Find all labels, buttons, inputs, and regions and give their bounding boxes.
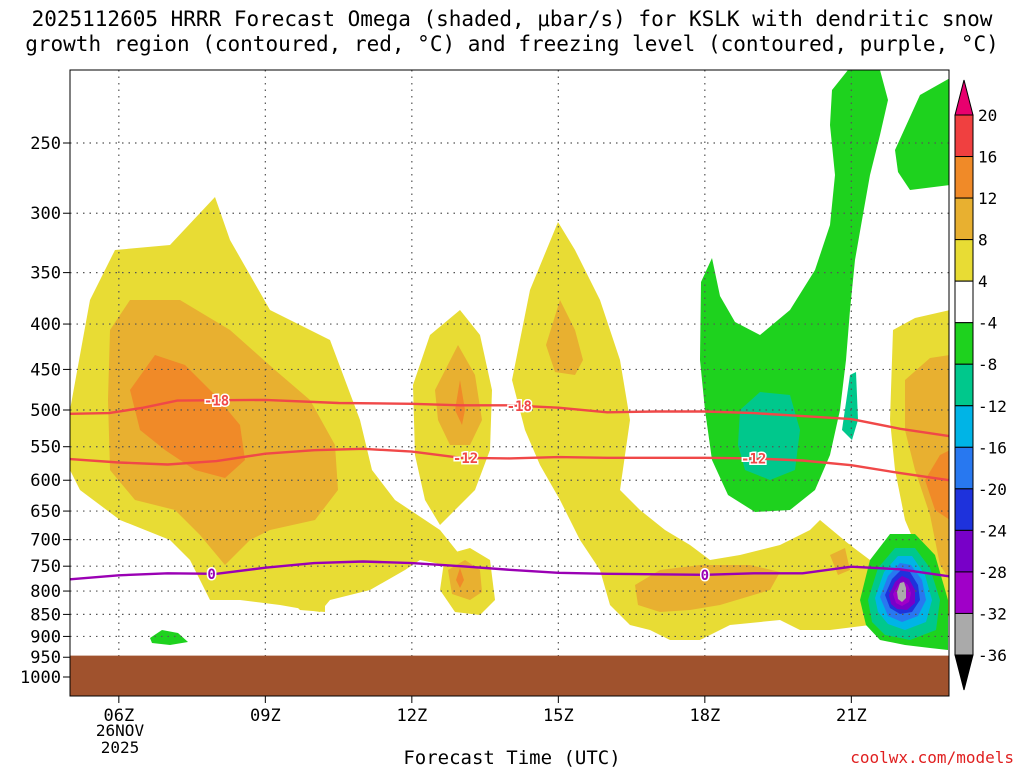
- colorbar-label-9: -20: [978, 480, 1007, 499]
- colorbar-box-9: [954, 488, 974, 531]
- dgz-minus-12-label-1: -12: [741, 451, 766, 467]
- omega-region-orange-low-2-core: [456, 568, 464, 588]
- colorbar-box-1: [954, 156, 974, 199]
- colorbar-box-5: [954, 322, 974, 365]
- y-tick-label-950: 950: [30, 648, 61, 668]
- colorbar-box-3: [954, 239, 974, 282]
- y-tick-label-750: 750: [30, 557, 61, 577]
- x-tick-label-18Z: 18Z: [689, 706, 720, 726]
- colorbar-label-0: 20: [978, 106, 997, 125]
- y-tick-label-550: 550: [30, 438, 61, 458]
- colorbar-label-2: 12: [978, 189, 997, 208]
- colorbar-box-10: [954, 529, 974, 573]
- y-tick-label-900: 900: [30, 627, 61, 647]
- omega-region-green-topright: [895, 78, 949, 190]
- colorbar-box-11: [954, 571, 974, 614]
- y-tick-label-450: 450: [30, 360, 61, 380]
- freezing-level-0-label-0: 0: [207, 567, 215, 583]
- dgz-minus-12-label-0: -12: [453, 451, 478, 467]
- colorbar-label-5: -4: [978, 314, 997, 333]
- omega-region-orange-low: [635, 565, 780, 612]
- omega-region-orange-mid-2: [546, 300, 583, 375]
- colorbar-label-13: -36: [978, 646, 1007, 665]
- freezing-level-0-label-1: 0: [701, 568, 709, 584]
- omega-shading: [70, 70, 949, 650]
- colorbar-box-0: [954, 114, 974, 158]
- omega-region-orange-low-2: [448, 560, 482, 600]
- plot-frame: [69, 69, 950, 697]
- dgz-minus-18-label-1: -18: [507, 399, 532, 415]
- colorbar-label-4: 4: [978, 272, 988, 291]
- colorbar-box-4: [954, 280, 974, 324]
- y-tick-label-400: 400: [30, 315, 61, 335]
- contour-lines: -18 -18 -12 -12 0 0: [69, 392, 950, 585]
- omega-region-gray-core: [897, 582, 906, 602]
- colorbar-label-8: -16: [978, 438, 1007, 457]
- colorbar-box-7: [954, 405, 974, 448]
- omega-region-yellow-mid-2: [512, 222, 905, 640]
- colorbar-box-8: [954, 446, 974, 490]
- date-label: 26NOV 2025: [80, 722, 160, 756]
- y-tick-label-800: 800: [30, 582, 61, 602]
- y-tick-label-500: 500: [30, 401, 61, 421]
- x-tick-label-09Z: 09Z: [250, 706, 281, 726]
- colorbar: 20 16 12 8 4 -4 -8 -12 -16 -20 -24 -28 -32 -36: [954, 79, 1007, 691]
- omega-region-yellow-lowleft: [290, 600, 325, 612]
- dgz-minus-18-line: [69, 398, 950, 438]
- terrain-surface: [70, 655, 949, 696]
- omega-region-teal-2: [842, 372, 858, 440]
- colorbar-top-arrow: [954, 79, 974, 116]
- dgz-minus-18-label-0: -18: [204, 393, 229, 409]
- y-axis: 2503003504004505005506006507007508008509…: [20, 134, 70, 688]
- credit-link[interactable]: coolwx.com/models: [850, 748, 1014, 767]
- chart-title-line-2: growth region (contoured, red, °C) and f…: [25, 32, 999, 56]
- colorbar-box-6: [954, 363, 974, 407]
- y-tick-label-850: 850: [30, 605, 61, 625]
- colorbar-label-6: -8: [978, 355, 997, 374]
- y-tick-label-250: 250: [30, 134, 61, 154]
- colorbar-box-12: [954, 612, 974, 656]
- x-axis-label: Forecast Time (UTC): [403, 747, 621, 769]
- x-tick-label-06Z: 06Z: [103, 706, 134, 726]
- colorbar-label-3: 8: [978, 231, 988, 250]
- y-tick-label-300: 300: [30, 204, 61, 224]
- colorbar-bottom-arrow: [954, 654, 974, 691]
- colorbar-box-2: [954, 197, 974, 241]
- colorbar-label-11: -28: [978, 563, 1007, 582]
- colorbar-label-7: -12: [978, 397, 1007, 416]
- omega-region-orange-mid-core: [455, 380, 465, 425]
- date-label-year: 2025: [100, 738, 140, 757]
- colorbar-label-1: 16: [978, 148, 997, 167]
- y-tick-label-1000: 1000: [20, 668, 61, 688]
- chart-title-line-1: 2025112605 HRRR Forecast Omega (shaded, …: [31, 7, 993, 31]
- date-label-day: 26NOV: [95, 721, 145, 740]
- colorbar-label-10: -24: [978, 521, 1007, 540]
- omega-region-orange-left-2: [130, 355, 245, 478]
- freezing-level-0-line: [69, 560, 950, 581]
- chart-grid: [70, 70, 949, 696]
- y-tick-label-700: 700: [30, 531, 61, 551]
- x-axis: 06Z 09Z 12Z 15Z 18Z 21Z: [103, 696, 867, 726]
- omega-region-green-small: [150, 630, 188, 645]
- omega-region-orange-right-core: [925, 450, 949, 520]
- y-tick-label-350: 350: [30, 264, 61, 284]
- y-tick-label-600: 600: [30, 471, 61, 491]
- colorbar-label-12: -32: [978, 604, 1007, 623]
- omega-region-green-upper: [700, 70, 888, 512]
- y-tick-label-650: 650: [30, 502, 61, 522]
- x-tick-label-12Z: 12Z: [396, 706, 427, 726]
- dgz-minus-12-line: [69, 447, 950, 482]
- x-tick-label-21Z: 21Z: [836, 706, 867, 726]
- omega-region-orange-right: [905, 355, 949, 579]
- x-tick-label-15Z: 15Z: [543, 706, 574, 726]
